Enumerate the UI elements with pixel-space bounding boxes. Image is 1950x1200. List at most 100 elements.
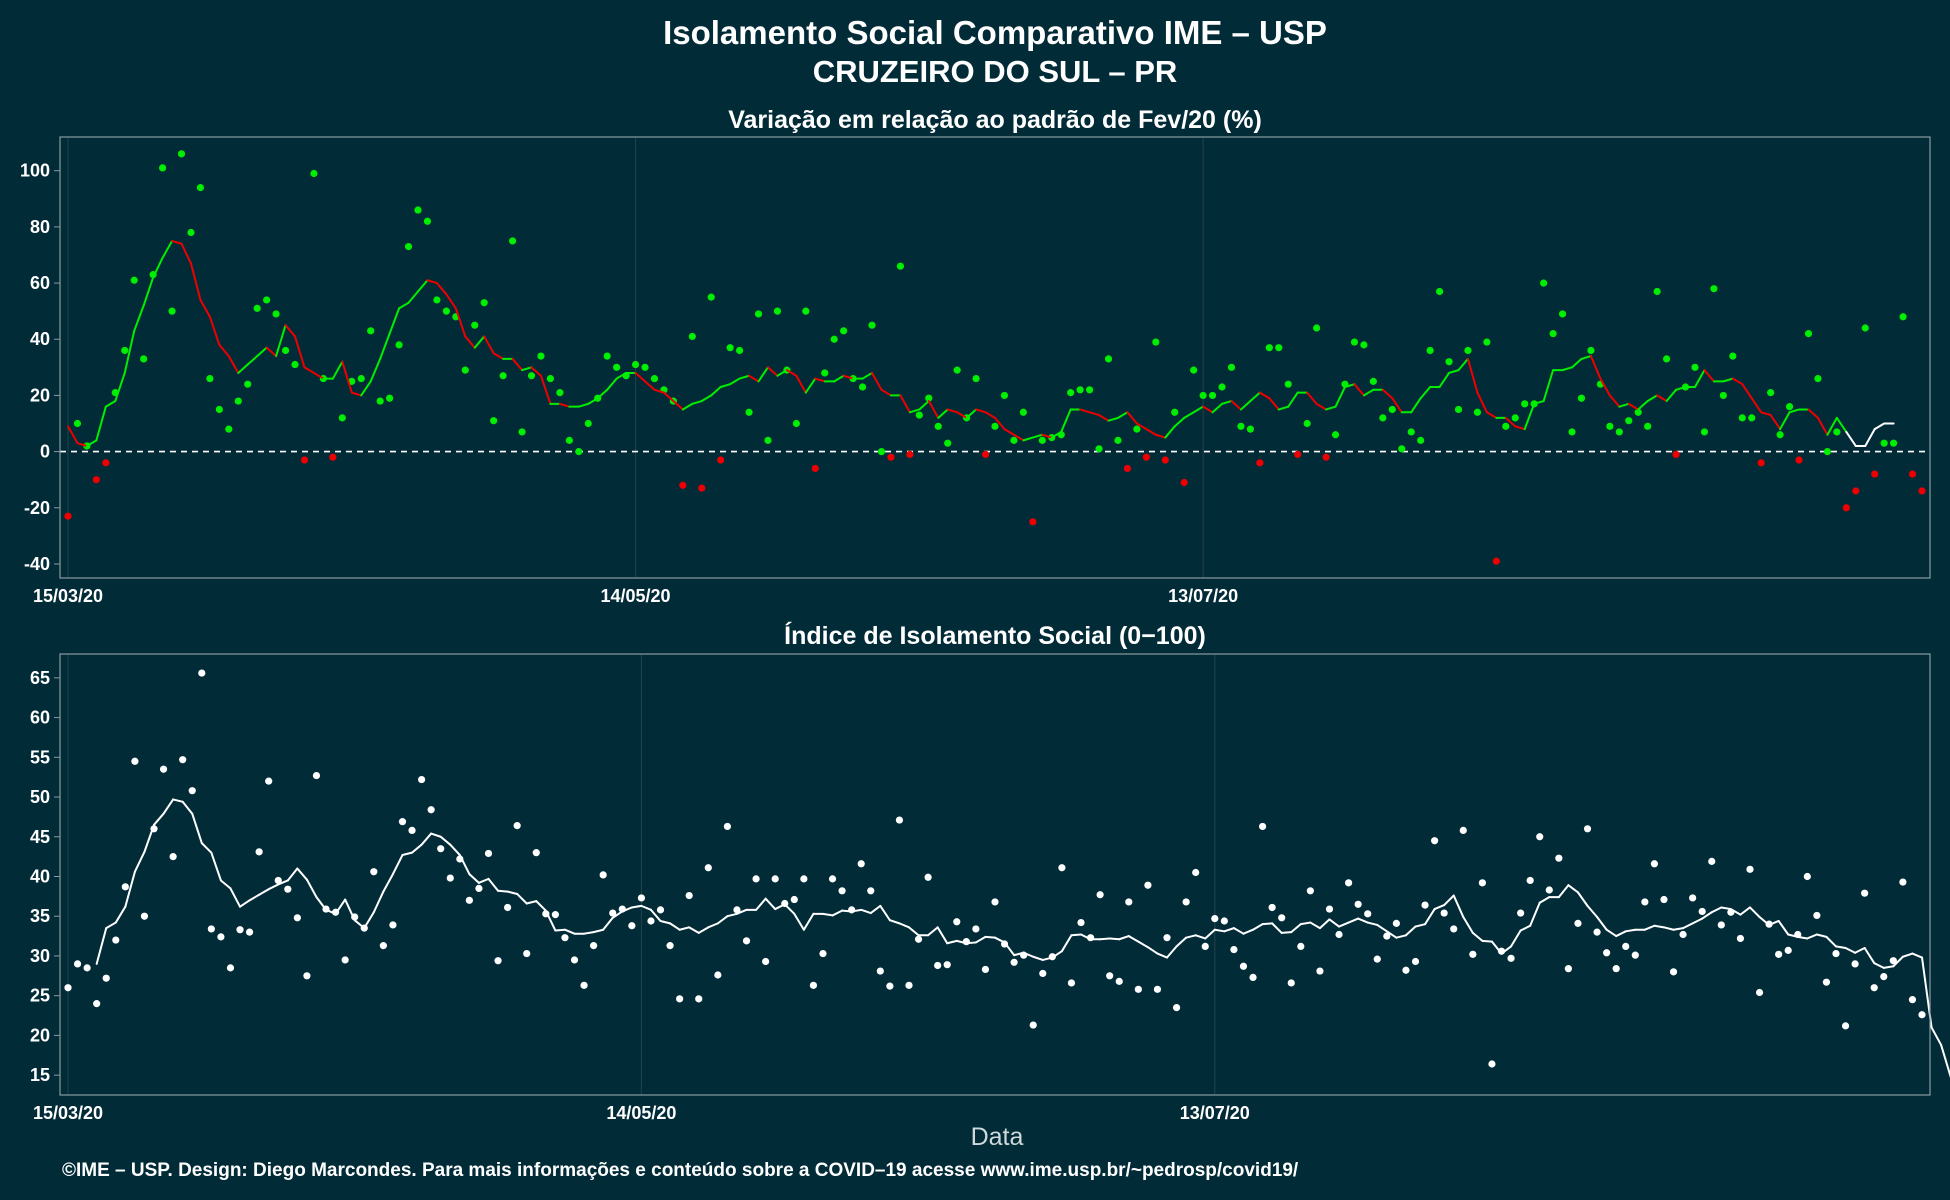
variation-moving-average-segment (1079, 408, 1091, 414)
isolation-data-point (427, 806, 435, 814)
isolation-data-point (1459, 826, 1467, 835)
isolation-data-point (647, 917, 655, 925)
isolation-data-point (1622, 942, 1630, 951)
isolation-data-point (1469, 950, 1477, 958)
isolation-moving-average-segment (1787, 933, 1799, 938)
variation-moving-average-segment (237, 363, 249, 374)
isolation-x-tick-label: 15/03/20 (33, 1103, 103, 1123)
isolation-data-point (1851, 960, 1859, 968)
variation-moving-average-segment (407, 290, 419, 304)
variation-data-point (556, 389, 564, 397)
isolation-data-point (1106, 972, 1114, 980)
isolation-data-point (981, 965, 990, 974)
isolation-data-point (570, 956, 579, 964)
variation-data-point (1852, 487, 1860, 495)
isolation-moving-average-segment (248, 893, 261, 902)
variation-data-point (726, 344, 734, 352)
isolation-moving-average-segment (1863, 947, 1876, 965)
isolation-data-point (838, 887, 846, 895)
isolation-data-point (475, 884, 483, 893)
variation-data-point (499, 372, 507, 380)
isolation-data-point (1316, 967, 1324, 975)
isolation-moving-average-segment (994, 936, 1006, 944)
variation-x-tick-label: 15/03/20 (33, 586, 103, 606)
isolation-data-point (809, 981, 818, 989)
isolation-moving-average-segment (372, 890, 385, 914)
variation-moving-average-segment (275, 324, 287, 358)
variation-data-point (206, 374, 214, 383)
variation-moving-average-segment (331, 360, 344, 380)
isolation-data-point (1306, 887, 1314, 895)
isolation-moving-average-segment (239, 899, 251, 908)
isolation-data-point (1660, 895, 1668, 904)
variation-moving-average-segment (1391, 397, 1403, 414)
variation-moving-average-segment (1230, 400, 1242, 411)
variation-data-point (1454, 405, 1463, 414)
isolation-data-point (1631, 951, 1639, 959)
isolation-data-point (1822, 978, 1831, 986)
variation-data-point (1104, 355, 1113, 363)
isolation-moving-average-segment (1643, 924, 1656, 931)
variation-moving-average-segment (1211, 402, 1224, 414)
isolation-data-point (484, 849, 493, 858)
isolation-moving-average-segment (1586, 904, 1599, 919)
isolation-moving-average-segment (621, 906, 633, 913)
isolation-data-point (590, 942, 598, 950)
variation-moving-average-segment (1589, 355, 1602, 380)
isolation-moving-average-segment (1328, 918, 1341, 928)
variation-moving-average-segment (208, 315, 221, 346)
isolation-moving-average-segment (124, 870, 136, 908)
variation-moving-average-segment (804, 377, 817, 394)
variation-data-point (1577, 394, 1586, 402)
isolation-data-point (1755, 988, 1764, 997)
isolation-moving-average-segment (974, 935, 987, 944)
variation-moving-average-segment (104, 400, 117, 408)
variation-moving-average-segment (85, 439, 98, 447)
isolation-data-point (504, 903, 512, 912)
isolation-data-point (1880, 973, 1888, 981)
isolation-moving-average-segment (831, 909, 844, 917)
variation-moving-average-segment (1760, 411, 1772, 417)
variation-data-point (537, 352, 545, 360)
variation-moving-average-segment (1287, 391, 1299, 408)
isolation-moving-average-segment (841, 909, 853, 913)
variation-data-point (811, 464, 819, 473)
variation-moving-average-segment (1164, 425, 1176, 439)
variation-data-point (1776, 431, 1784, 439)
variation-moving-average-segment (842, 374, 855, 380)
isolation-moving-average-segment (793, 912, 805, 931)
isolation-moving-average-segment (1538, 896, 1551, 904)
variation-data-point (1804, 330, 1813, 338)
isolation-moving-average-segment (1290, 923, 1302, 934)
variation-data-point (603, 352, 611, 360)
x-axis-label: Data (971, 1123, 1024, 1151)
isolation-data-point (1058, 864, 1066, 872)
variation-data-point (1199, 391, 1207, 400)
variation-data-point (906, 450, 914, 459)
isolation-data-point (876, 967, 884, 975)
isolation-moving-average-segment (200, 842, 213, 854)
variation-moving-average-segment (1646, 394, 1659, 403)
variation-moving-average-segment (95, 405, 107, 442)
variation-moving-average-segment (700, 394, 713, 403)
isolation-moving-average-segment (802, 912, 815, 931)
variation-data-point (263, 296, 271, 304)
isolation-moving-average-segment (334, 898, 347, 915)
variation-data-point (1067, 389, 1075, 397)
variation-moving-average-segment (1542, 369, 1555, 403)
isolation-data-point (265, 777, 273, 785)
isolation-data-point (800, 875, 808, 883)
variation-data-point (1123, 464, 1132, 473)
isolation-data-point (1536, 833, 1544, 841)
isolation-data-point (293, 914, 301, 922)
isolation-data-point (609, 909, 617, 917)
variation-data-point (736, 346, 744, 355)
isolation-y-tick-label: 15 (30, 1065, 50, 1085)
isolation-moving-average-segment (391, 854, 404, 876)
isolation-data-point (408, 826, 416, 835)
isolation-data-point (1832, 949, 1840, 958)
variation-data-point (253, 304, 261, 312)
isolation-data-point (934, 961, 942, 970)
isolation-moving-average-segment (458, 854, 471, 876)
variation-moving-average-segment (795, 374, 807, 394)
